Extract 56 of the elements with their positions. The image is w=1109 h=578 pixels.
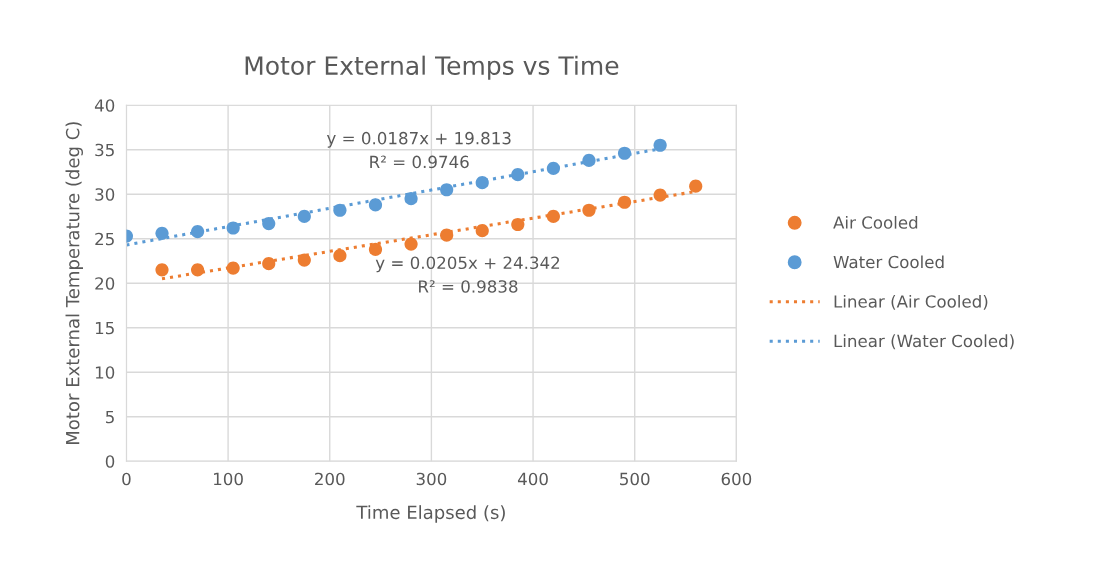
- point: [191, 263, 205, 277]
- x-tick-label: 300: [416, 472, 447, 486]
- point: [333, 203, 347, 217]
- point: [546, 209, 560, 224]
- point: [368, 242, 383, 256]
- y-tick-label: 35: [95, 143, 114, 157]
- legend-label: Linear (Air Cooled): [834, 294, 988, 310]
- point: [546, 161, 560, 175]
- y-tick-label: 20: [95, 277, 115, 290]
- y-tick-label: 0: [105, 455, 115, 468]
- y-tick-label: 15: [95, 321, 114, 335]
- x-tick-label: 0: [122, 472, 131, 486]
- point: [262, 257, 276, 271]
- y-tick-label: 30: [95, 188, 115, 201]
- y-tick-label: 40: [94, 99, 115, 112]
- x-tick-label: 500: [620, 472, 650, 486]
- point: [511, 168, 525, 182]
- x-tick-label: 200: [315, 472, 345, 486]
- point: [262, 216, 276, 231]
- point: [617, 195, 632, 209]
- point: [226, 261, 240, 275]
- chart-title: Motor External Temps vs Time: [245, 55, 619, 80]
- point: [617, 146, 632, 160]
- y-tick-label: 10: [95, 366, 115, 379]
- y-tick-label: 5: [106, 410, 114, 424]
- x-tick-label: 100: [214, 472, 243, 486]
- point: [440, 183, 454, 197]
- y-axis-title: Motor External Temperature (deg C): [65, 122, 83, 445]
- x-axis-title: Time Elapsed (s): [356, 505, 505, 523]
- legend-label: Air Cooled: [833, 215, 918, 229]
- point: [226, 221, 240, 235]
- point: [297, 209, 311, 224]
- x-tick-label: 600: [721, 472, 752, 486]
- point: [404, 237, 418, 251]
- legend-label: Water Cooled: [833, 255, 944, 269]
- point: [582, 203, 596, 217]
- point: [404, 192, 418, 206]
- x-tick-label: 400: [517, 472, 548, 486]
- point: [653, 188, 667, 202]
- point: [582, 153, 596, 167]
- point: [653, 138, 667, 152]
- point: [440, 228, 454, 242]
- point: [155, 263, 169, 277]
- point: [191, 225, 205, 239]
- point: [333, 249, 347, 263]
- annotation: y = 0.0205x + 24.342 R² = 0.9838: [375, 256, 560, 293]
- point: [155, 226, 169, 240]
- legend-label: Linear (Water Cooled): [834, 334, 1014, 350]
- point: [689, 179, 703, 193]
- point: [297, 253, 311, 267]
- annotation: y = 0.0187x + 19.813 R² = 0.9746: [326, 131, 511, 169]
- point: [511, 217, 525, 232]
- y-tick-label: 25: [95, 232, 114, 246]
- point: [368, 198, 383, 212]
- point: [475, 176, 489, 190]
- point: [475, 224, 489, 238]
